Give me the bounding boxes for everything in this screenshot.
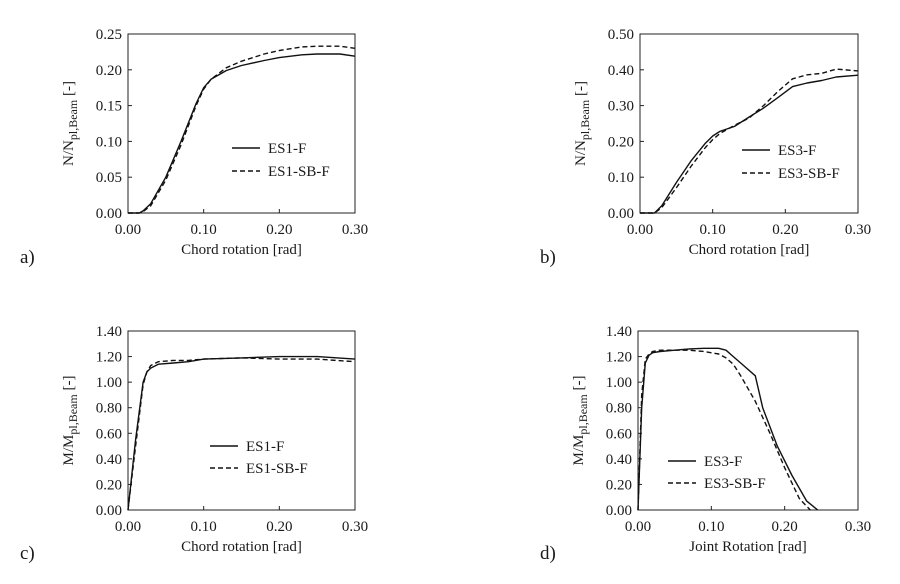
y-tick-label: 0.10: [96, 134, 122, 150]
chart-panel-3: 0.00 0.20 0.40 0.60 0.80 1.00 1.20 1.40 0.00 0.10…: [20, 324, 368, 564]
legend: ES3-F ES3-SB-F: [668, 454, 766, 492]
legend-label: ES3-SB-F: [778, 166, 840, 182]
x-tick-label: 0.00: [627, 222, 653, 238]
x-tick-label: 0.20: [772, 519, 798, 535]
y-tick-label: 0.00: [606, 503, 632, 519]
series-line-es3-sb-f: [637, 349, 811, 511]
series-line-es3-f: [637, 347, 819, 511]
series-line-es1-sb-f: [127, 357, 356, 511]
y-axis-label: M/Mpl,Beam [-]: [61, 376, 80, 466]
chart-panel-2: 0.00 0.10 0.20 0.30 0.40 0.50 0.00 0.10 0.20 0.30…: [540, 27, 871, 268]
x-tick-label: 0.10: [191, 222, 217, 238]
plot-frame: [637, 330, 859, 511]
x-axis-label: Chord rotation [rad]: [689, 242, 810, 258]
x-tick-label: 0.20: [772, 222, 798, 238]
y-tick-label: 0.15: [96, 99, 122, 115]
x-tick-label: 0.10: [700, 222, 726, 238]
plot-frame: [639, 33, 859, 214]
y-axis-label: N/Npl,Beam [-]: [61, 81, 80, 166]
panel-label: d): [540, 543, 556, 564]
plot-frame: [127, 33, 356, 214]
y-tick-label: 0.30: [608, 99, 634, 115]
y-tick-label: 1.00: [606, 375, 632, 391]
x-tick-label: 0.30: [342, 519, 368, 535]
y-tick-label: 0.40: [606, 452, 632, 468]
legend-label: ES3-F: [778, 143, 816, 159]
x-tick-label: 0.20: [266, 519, 292, 535]
legend-label: ES1-F: [246, 439, 284, 455]
x-tick-label: 0.10: [698, 519, 724, 535]
x-tick-label: 0.00: [115, 519, 141, 535]
x-tick-label: 0.30: [342, 222, 368, 238]
x-axis-label: Chord rotation [rad]: [181, 242, 302, 258]
x-tick-label: 0.20: [266, 222, 292, 238]
y-tick-label: 1.40: [96, 324, 122, 340]
y-tick-label: 0.40: [96, 452, 122, 468]
y-tick-label: 0.20: [96, 63, 122, 79]
x-tick-label: 0.30: [845, 222, 871, 238]
x-tick-label: 0.00: [625, 519, 651, 535]
plot-frame: [127, 330, 356, 511]
y-tick-label: 0.20: [608, 134, 634, 150]
y-tick-label: 0.50: [608, 27, 634, 43]
series-line-es3-sb-f: [640, 68, 859, 214]
legend: ES3-F ES3-SB-F: [742, 143, 840, 182]
panel-label: a): [20, 247, 35, 268]
y-tick-label: 1.20: [96, 350, 122, 366]
legend-label: ES3-F: [704, 454, 742, 470]
panel-label: b): [540, 247, 556, 268]
y-tick-label: 0.00: [608, 206, 634, 222]
y-tick-label: 0.00: [96, 206, 122, 222]
y-tick-label: 0.60: [606, 426, 632, 442]
legend-label: ES1-SB-F: [246, 461, 308, 477]
y-tick-label: 0.20: [606, 477, 632, 493]
y-tick-label: 1.20: [606, 350, 632, 366]
y-tick-label: 0.00: [96, 503, 122, 519]
y-tick-label: 0.80: [96, 401, 122, 417]
y-tick-label: 1.40: [606, 324, 632, 340]
y-tick-label: 0.10: [608, 170, 634, 186]
panel-label: c): [20, 543, 35, 564]
y-tick-label: 0.60: [96, 426, 122, 442]
y-axis-label: N/Npl,Beam [-]: [573, 81, 592, 166]
legend-label: ES1-F: [268, 141, 306, 157]
y-tick-label: 0.05: [96, 170, 122, 186]
legend-label: ES1-SB-F: [268, 164, 330, 180]
x-axis-label: Joint Rotation [rad]: [689, 539, 806, 555]
x-tick-label: 0.00: [115, 222, 141, 238]
y-tick-label: 1.00: [96, 375, 122, 391]
legend: ES1-F ES1-SB-F: [210, 439, 308, 477]
legend-label: ES3-SB-F: [704, 476, 766, 492]
y-tick-label: 0.40: [608, 63, 634, 79]
y-tick-label: 0.80: [606, 401, 632, 417]
legend: ES1-F ES1-SB-F: [232, 141, 330, 180]
series-line-es1-sb-f: [128, 45, 356, 214]
x-tick-label: 0.30: [845, 519, 871, 535]
chart-panel-1: 0.00 0.05 0.10 0.15 0.20 0.25 0.00 0.10 0.20 0.30…: [20, 27, 368, 268]
y-axis-label: M/Mpl,Beam [-]: [571, 376, 590, 466]
x-tick-label: 0.10: [191, 519, 217, 535]
y-tick-label: 0.25: [96, 27, 122, 43]
y-tick-label: 0.20: [96, 477, 122, 493]
series-line-es1-f: [128, 53, 356, 214]
series-line-es3-f: [640, 74, 859, 214]
x-axis-label: Chord rotation [rad]: [181, 539, 302, 555]
chart-panel-4: 0.00 0.20 0.40 0.60 0.80 1.00 1.20 1.40 0.00 0.10…: [540, 324, 871, 564]
series-line-es1-f: [127, 355, 356, 511]
